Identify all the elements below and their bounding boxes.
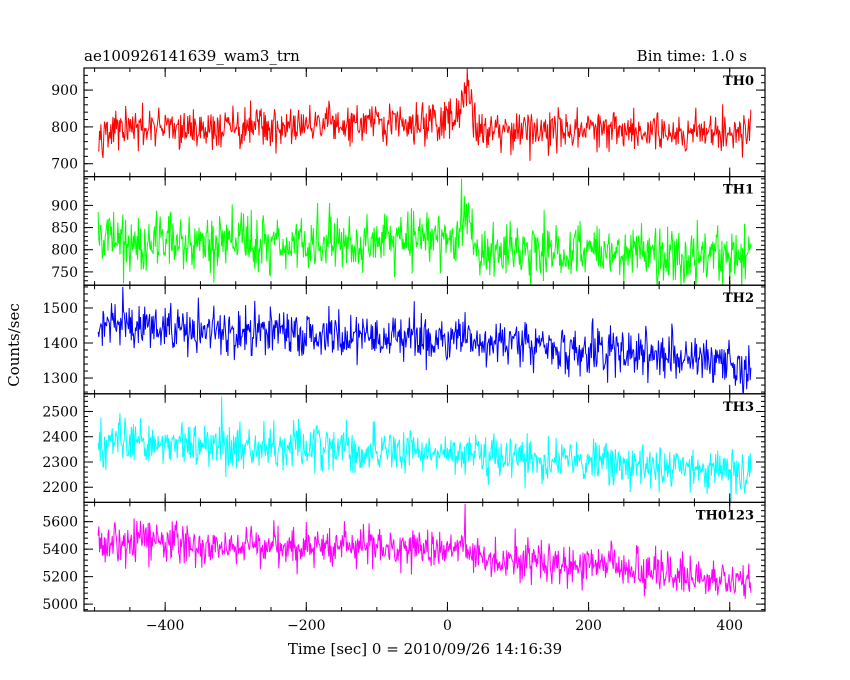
y-tick-label: 1400 (42, 336, 78, 352)
panel-frame (83, 501, 766, 612)
y-tick-label: 5600 (42, 515, 78, 531)
y-tick-label: 900 (51, 198, 78, 214)
series-line-th0123 (97, 503, 752, 599)
y-tick-label: 5400 (42, 542, 78, 558)
panel-th0123: 5000 5200 5400 5600 TH0123 (42, 501, 766, 613)
series-label-th0: TH0 (723, 74, 754, 89)
y-tick-label: 5200 (42, 570, 78, 586)
panel-th3: 2200 2300 2400 2500 TH3 (42, 393, 766, 503)
series-label-th1: TH1 (723, 183, 754, 198)
panel-th2: 1300 1400 1500 TH2 (42, 284, 766, 395)
file-label: ae100926141639_wam3_trn (84, 47, 300, 65)
x-tick-label: −200 (287, 618, 325, 634)
x-tick-label: 0 (443, 618, 452, 634)
series-label-th2: TH2 (723, 291, 754, 306)
y-tick-label: 1300 (42, 371, 78, 387)
x-axis: −400 −200 0 200 400 (146, 618, 743, 634)
x-axis-label: Time [sec] 0 = 2010/09/26 14:16:39 (288, 640, 562, 658)
series-line-th0 (98, 68, 752, 161)
series-line-th2 (97, 286, 752, 394)
y-tick-label: 2200 (42, 480, 78, 496)
y-tick-label: 800 (51, 243, 78, 259)
y-axis-label: Counts/sec (5, 303, 23, 387)
series-label-th3: TH3 (723, 400, 754, 415)
y-tick-label: 1500 (42, 301, 78, 317)
y-tick-label: 2400 (42, 430, 78, 446)
y-tick-label: 850 (51, 221, 78, 237)
y-tick-label: 5000 (42, 597, 78, 613)
panel-th0: 700 800 900 TH0 (51, 67, 766, 178)
y-tick-label: 700 (51, 157, 78, 173)
y-tick-label: 750 (51, 265, 78, 281)
y-tick-label: 2300 (42, 455, 78, 471)
series-line-th3 (97, 396, 752, 503)
y-tick-label: 800 (51, 120, 78, 136)
x-tick-label: 200 (575, 618, 602, 634)
x-tick-label: −400 (146, 618, 184, 634)
y-tick-label: 2500 (42, 404, 78, 420)
y-tick-label: 900 (51, 83, 78, 99)
series-line-th1 (97, 178, 752, 286)
bin-time-label: Bin time: 1.0 s (637, 47, 747, 65)
panels: 700 800 900 TH0 750 800 850 900 TH1 1300 1400 1500 T… (42, 67, 766, 613)
panel-th1: 750 800 850 900 TH1 (51, 176, 766, 286)
series-label-th0123: TH0123 (696, 508, 754, 523)
x-tick-label: 400 (716, 618, 743, 634)
